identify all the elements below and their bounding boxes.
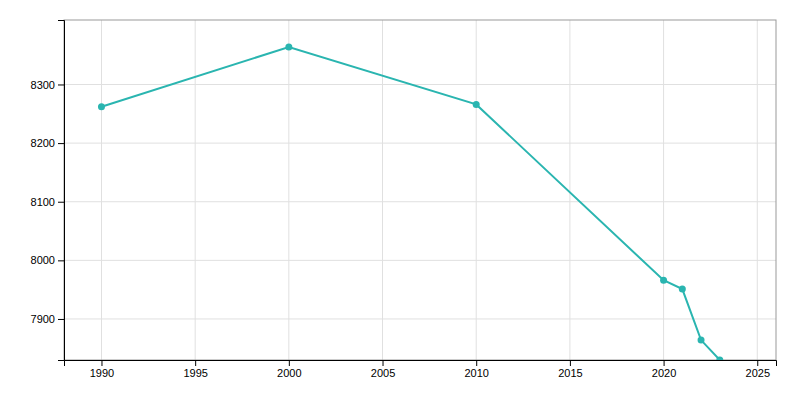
x-axis: 1990 1995 2000 2005 2010 2015 2020 2025 (65, 360, 777, 379)
grid-line-y (64, 318, 776, 319)
grid-line-x (101, 20, 102, 360)
grid-line-y (64, 201, 776, 202)
grid (64, 20, 776, 360)
x-tick: 1990 (90, 360, 114, 379)
y-tick-mark (58, 319, 64, 320)
x-tick: 2020 (652, 360, 676, 379)
y-axis-line (58, 21, 65, 361)
grid-line-x (382, 20, 383, 360)
x-tick-label: 2000 (277, 367, 301, 379)
y-tick: 8000 (31, 254, 64, 266)
x-tick-mark (757, 360, 758, 366)
grid-line-x (757, 20, 758, 360)
y-tick-mark (58, 143, 64, 144)
x-tick-label: 1995 (183, 367, 207, 379)
x-tick: 1995 (183, 360, 207, 379)
point (473, 101, 480, 108)
y-tick-label: 8200 (31, 137, 55, 149)
plot: 1990 1995 2000 2005 2010 2015 2020 2025 7900 8000… (31, 20, 777, 379)
y-tick: 8300 (31, 79, 64, 91)
x-tick-mark (664, 360, 665, 366)
x-tick: 2015 (558, 360, 582, 379)
x-tick-label: 2005 (371, 367, 395, 379)
x-tick-label: 2020 (652, 367, 676, 379)
point (679, 286, 686, 293)
y-tick: 8200 (31, 137, 64, 149)
x-tick-label: 1990 (90, 367, 114, 379)
x-tick: 2010 (464, 360, 488, 379)
x-tick-mark (289, 360, 290, 366)
point (716, 357, 723, 361)
y-axis: 7900 8000 8100 8200 8300 (31, 21, 65, 361)
line (101, 47, 719, 360)
x-tick-label: 2025 (746, 367, 770, 379)
grid-line-x (476, 20, 477, 360)
grid-line-y (64, 143, 776, 144)
y-tick-mark (58, 202, 64, 203)
y-tick-mark (58, 84, 64, 85)
x-tick-label: 2010 (464, 367, 488, 379)
x-tick: 2025 (746, 360, 770, 379)
grid-line-x (569, 20, 570, 360)
y-tick: 8100 (31, 196, 64, 208)
x-tick-mark (476, 360, 477, 366)
plot-frame (64, 20, 776, 360)
x-tick: 2000 (277, 360, 301, 379)
grid-line-y (64, 260, 776, 261)
y-tick-label: 8000 (31, 254, 55, 266)
grid-line-x (195, 20, 196, 360)
point (98, 103, 105, 110)
x-tick-mark (195, 360, 196, 366)
x-tick-mark (101, 360, 102, 366)
y-tick: 7900 (31, 313, 64, 325)
x-axis-line (65, 361, 777, 367)
y-tick-label: 8100 (31, 196, 55, 208)
chart: 1990 1995 2000 2005 2010 2015 2020 2025 7900 8000… (0, 0, 800, 400)
marks (98, 43, 723, 360)
x-tick: 2005 (371, 360, 395, 379)
y-tick-label: 8300 (31, 79, 55, 91)
grid-line-x (288, 20, 289, 360)
grid-line-x (663, 20, 664, 360)
point (285, 43, 292, 50)
y-tick-label: 7900 (31, 313, 55, 325)
y-tick-mark (58, 260, 64, 261)
x-tick-mark (570, 360, 571, 366)
x-tick-mark (383, 360, 384, 366)
x-tick-label: 2015 (558, 367, 582, 379)
point (698, 337, 705, 344)
point (660, 277, 667, 284)
